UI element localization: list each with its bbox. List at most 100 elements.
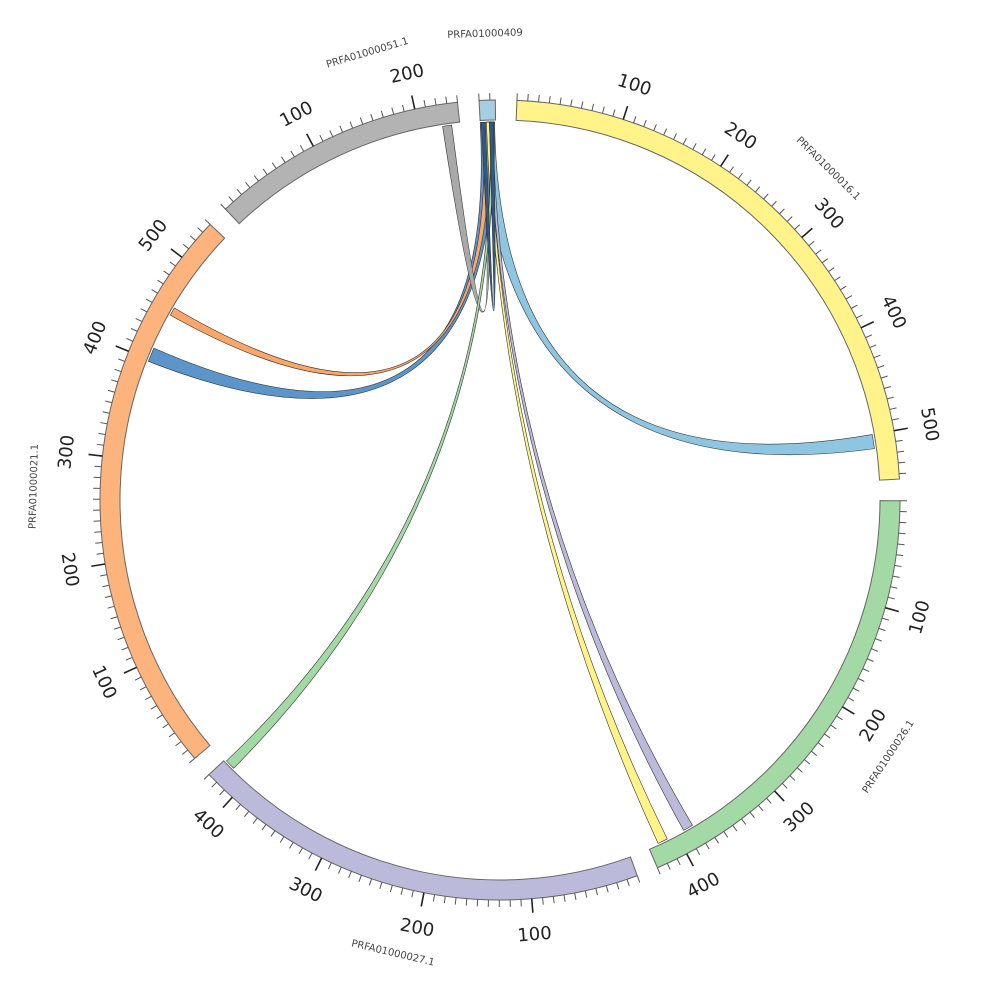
minor-tick <box>271 162 277 169</box>
minor-tick <box>880 375 888 379</box>
minor-tick <box>891 418 899 421</box>
minor-tick <box>692 143 697 150</box>
tick-label: 100 <box>905 598 934 637</box>
minor-tick <box>290 150 295 158</box>
minor-tick <box>886 396 894 400</box>
minor-tick <box>454 897 457 905</box>
segment-label-prfa01000409: PRFA01000409 <box>447 28 523 41</box>
minor-tick <box>781 783 788 789</box>
tick-label: 200 <box>720 118 760 154</box>
minor-tick <box>245 181 251 189</box>
minor-tick <box>244 810 250 818</box>
minor-tick <box>432 894 436 902</box>
minor-tick <box>130 327 138 332</box>
minor-tick <box>552 896 555 904</box>
minor-tick <box>100 574 108 577</box>
link-prfa01000409-to-prfa01000027-1-6 <box>226 121 494 769</box>
minor-tick <box>865 334 873 339</box>
link-prfa01000409-to-prfa01000409-7 <box>480 121 496 312</box>
major-tick <box>314 857 323 871</box>
minor-tick <box>261 824 267 831</box>
minor-tick <box>701 148 707 156</box>
major-tick <box>306 133 314 147</box>
minor-tick <box>847 697 855 702</box>
tick-label: 200 <box>388 60 426 88</box>
tick-label: 100 <box>517 923 553 947</box>
minor-tick <box>118 358 125 362</box>
minor-tick <box>349 121 354 129</box>
minor-tick <box>711 154 716 161</box>
minor-tick <box>443 896 446 904</box>
minor-tick <box>94 531 102 533</box>
minor-tick <box>878 627 886 632</box>
minor-tick <box>882 617 890 621</box>
tick-label: 200 <box>855 705 891 745</box>
minor-tick <box>445 96 448 104</box>
minor-tick <box>737 172 743 180</box>
minor-tick <box>789 775 796 781</box>
minor-tick <box>298 847 303 855</box>
minor-tick <box>884 386 891 389</box>
major-tick <box>860 321 875 329</box>
tick-label: 100 <box>615 70 654 101</box>
minor-tick <box>104 595 112 598</box>
tick-label: 500 <box>916 406 943 443</box>
minor-tick <box>673 133 677 140</box>
minor-tick <box>877 365 885 369</box>
minor-tick <box>423 100 426 108</box>
minor-tick <box>329 130 334 137</box>
minor-tick <box>840 285 847 291</box>
minor-tick <box>182 244 190 250</box>
minor-tick <box>102 411 110 414</box>
minor-tick <box>126 338 134 342</box>
minor-tick <box>804 759 811 765</box>
minor-tick <box>327 862 332 870</box>
minor-tick <box>871 648 879 652</box>
minor-tick <box>117 636 125 641</box>
minor-tick <box>810 750 818 756</box>
minor-tick <box>786 216 793 222</box>
segment-prfa01000409 <box>478 99 497 122</box>
minor-tick <box>175 741 182 747</box>
minor-tick <box>824 733 831 739</box>
minor-tick <box>766 797 772 804</box>
minor-tick <box>96 552 104 555</box>
minor-tick <box>197 227 204 233</box>
segment-prfa01000021-1 <box>99 223 226 760</box>
minor-tick <box>94 465 102 468</box>
minor-tick <box>299 145 305 152</box>
minor-tick <box>339 125 344 133</box>
minor-tick <box>676 858 681 866</box>
minor-tick <box>682 137 687 145</box>
minor-tick <box>228 196 234 203</box>
major-tick <box>893 427 908 432</box>
minor-tick <box>746 179 752 186</box>
minor-tick <box>121 646 129 651</box>
link-prfa01000409-to-prfa01000026-1-4 <box>486 121 668 844</box>
minor-tick <box>542 897 544 905</box>
minor-tick <box>168 732 175 738</box>
minor-tick <box>157 279 164 285</box>
minor-tick <box>897 543 905 546</box>
minor-tick <box>749 811 755 819</box>
minor-tick <box>145 298 153 303</box>
major-tick <box>115 345 129 352</box>
minor-tick <box>100 422 108 425</box>
minor-tick <box>570 99 573 107</box>
minor-tick <box>605 885 609 893</box>
minor-tick <box>110 616 118 620</box>
minor-tick <box>887 596 895 600</box>
segment-label-prfa01000016-1: PRFA01000016.1 <box>794 135 862 203</box>
minor-tick <box>666 863 671 870</box>
minor-tick <box>850 304 858 309</box>
minor-tick <box>890 586 898 589</box>
minor-tick <box>236 188 242 195</box>
minor-tick <box>203 774 210 780</box>
minor-tick <box>389 885 393 893</box>
minor-tick <box>456 95 458 103</box>
minor-tick <box>636 875 641 883</box>
minor-tick <box>145 695 152 701</box>
minor-tick <box>601 106 605 114</box>
minor-tick <box>114 368 122 373</box>
